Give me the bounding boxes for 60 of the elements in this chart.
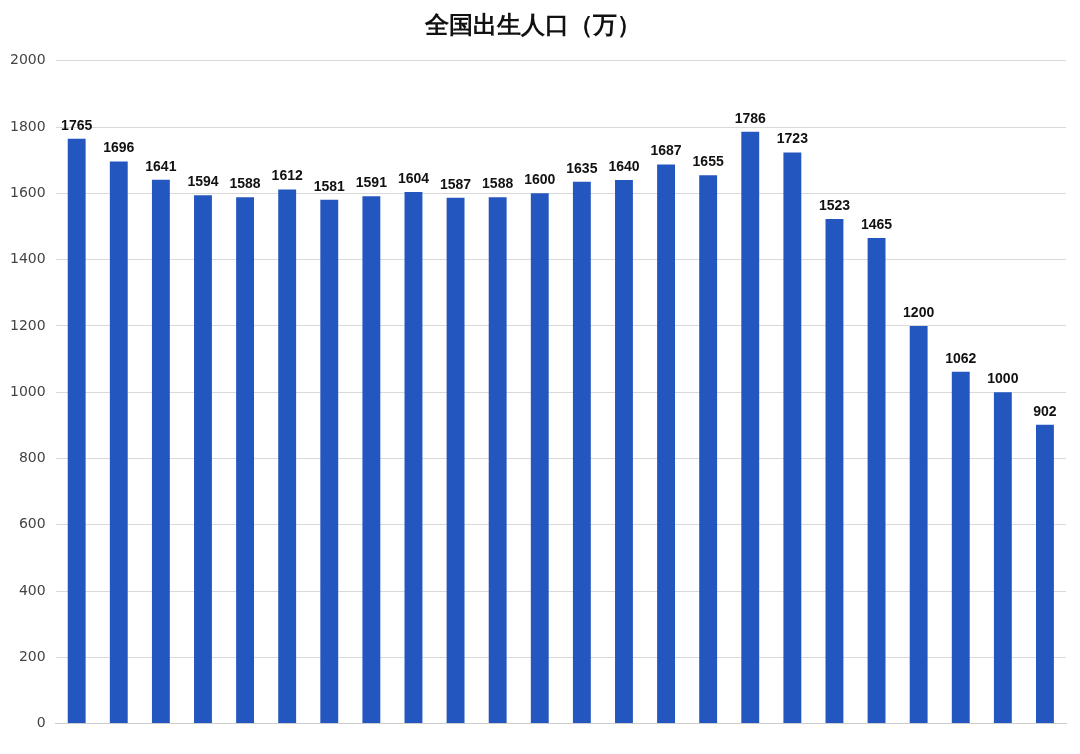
- data-label: 1612: [271, 167, 303, 184]
- data-label: 1655: [692, 152, 724, 169]
- y-tick-label: 800: [18, 449, 46, 466]
- data-label: 1200: [903, 303, 935, 320]
- bar: [362, 196, 381, 724]
- data-label: 1000: [987, 370, 1019, 387]
- y-tick-label: 1200: [9, 316, 46, 333]
- bar: [741, 131, 760, 724]
- y-tick-label: 600: [18, 515, 46, 532]
- bar: [67, 138, 86, 724]
- bar: [951, 371, 970, 724]
- y-tick-label: 1600: [9, 184, 46, 200]
- chart-title: 全国出生人口（万）: [424, 10, 641, 39]
- y-tick-label: 400: [18, 581, 46, 598]
- bar: [699, 175, 718, 724]
- y-tick-label: 1800: [9, 117, 46, 134]
- y-tick-label: 1000: [9, 382, 46, 399]
- bar: [657, 164, 676, 724]
- y-tick-label: 200: [18, 647, 46, 664]
- data-label: 1786: [734, 109, 767, 126]
- bar: [783, 152, 802, 724]
- bar: [488, 197, 507, 724]
- data-label: 1600: [524, 171, 556, 188]
- bar: [909, 325, 928, 724]
- data-label: 902: [1033, 402, 1057, 419]
- bar: [572, 181, 591, 724]
- data-label: 1588: [482, 175, 514, 192]
- bar: [530, 193, 549, 724]
- data-label: 1641: [145, 157, 177, 174]
- data-label: 1581: [313, 177, 346, 194]
- bar: [867, 238, 886, 724]
- data-label: 1696: [103, 139, 135, 156]
- y-tick-label: 0: [36, 714, 46, 731]
- data-label: 1465: [860, 215, 893, 232]
- data-label: 1588: [229, 175, 261, 192]
- data-label: 1523: [818, 196, 851, 213]
- bar: [151, 179, 170, 724]
- data-label: 1635: [566, 159, 598, 176]
- data-label: 1591: [355, 174, 388, 191]
- y-tick-label: 2000: [9, 51, 46, 68]
- bar: [278, 189, 297, 724]
- data-label: 1062: [945, 349, 977, 366]
- bar: [615, 180, 633, 724]
- data-label: 1723: [776, 130, 809, 147]
- bar: [194, 195, 212, 724]
- bar: [446, 197, 465, 724]
- y-tick-label: 1400: [9, 250, 46, 267]
- bar: [825, 218, 844, 724]
- bar: [109, 161, 128, 724]
- data-label: 1765: [61, 116, 93, 133]
- bar: [1036, 424, 1054, 724]
- data-label: 1604: [397, 169, 430, 186]
- data-label: 1594: [187, 173, 219, 190]
- data-label: 1640: [608, 157, 640, 174]
- data-label: 1587: [439, 175, 472, 192]
- bar: [993, 392, 1012, 724]
- bar: [404, 192, 423, 724]
- bar: [236, 197, 255, 724]
- bar: [320, 199, 339, 724]
- data-label: 1687: [650, 142, 682, 159]
